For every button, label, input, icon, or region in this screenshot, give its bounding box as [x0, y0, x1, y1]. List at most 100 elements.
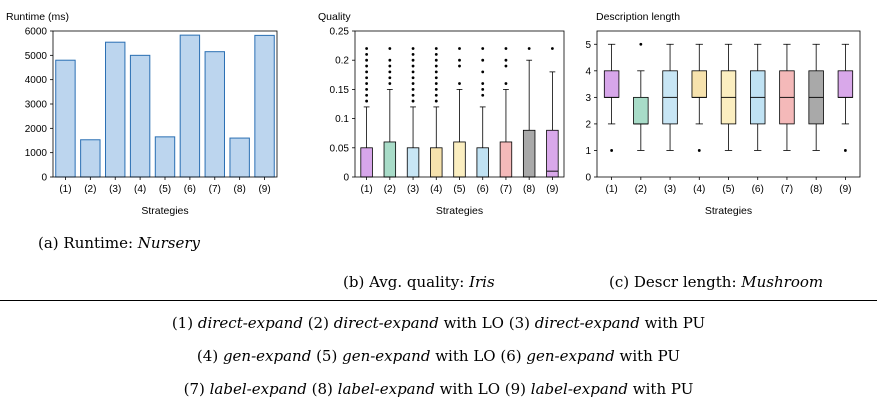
caption-c-label: (c) Descr length: [609, 273, 737, 291]
box-2 [633, 42, 649, 151]
outlier-point [527, 47, 531, 50]
box-6 [750, 43, 766, 151]
box-body [837, 70, 854, 98]
x-tick-label: (8) [523, 184, 535, 195]
outlier-point [458, 58, 461, 62]
outlier-point [434, 70, 438, 74]
legend-line-1: (1) direct-expand (2) direct-expand with… [0, 314, 877, 332]
outlier-point [388, 82, 392, 85]
caption-c: (c) Descr length: Mushroom [609, 273, 823, 291]
outlier-point [365, 70, 369, 74]
legend-text: with LO (6) [430, 347, 527, 365]
outlier-point [388, 64, 392, 68]
outlier-point [365, 52, 369, 56]
y-tick-label: 0 [41, 173, 47, 184]
legend-text: (8) [306, 380, 338, 398]
x-tick-label: (9) [258, 184, 270, 195]
x-tick-label: (4) [430, 184, 442, 195]
y-tick-label: 5 [585, 40, 591, 51]
legend-text: (5) [311, 347, 343, 365]
x-axis-label: Strategies [705, 205, 752, 217]
outlier-point [365, 88, 369, 91]
y-tick-label: 0.25 [330, 27, 350, 38]
legend-strategy-name: label-expand [337, 380, 435, 398]
box-body [691, 70, 707, 98]
x-tick-label: (3) [664, 184, 676, 195]
outlier-point [434, 58, 438, 62]
y-tick-label: 1000 [25, 148, 48, 159]
caption-a: (a) Runtime: Nursery [38, 234, 200, 252]
box-7 [779, 43, 795, 151]
legend-strategy-name: direct-expand [333, 314, 439, 332]
caption-b-label: (b) Avg. quality: [343, 273, 465, 291]
outlier-point [697, 149, 701, 152]
x-axis-label: Strategies [436, 205, 483, 217]
y-tick-label: 5000 [25, 51, 48, 62]
outlier-point [434, 93, 438, 97]
caption-b-dataset: Iris [469, 273, 495, 291]
outlier-point [411, 70, 415, 74]
outlier-point [610, 149, 614, 152]
outlier-point [411, 64, 415, 68]
x-tick-label: (5) [453, 184, 465, 195]
y-tick-label: 4 [585, 66, 591, 77]
outlier-point [411, 52, 415, 56]
outlier-point [365, 47, 369, 50]
legend-text: (1) [171, 314, 198, 332]
y-tick-label: 6000 [25, 27, 48, 38]
y-tick-label: 2 [585, 119, 591, 130]
caption-c-dataset: Mushroom [741, 273, 824, 291]
legend-text: with PU [639, 314, 706, 332]
outlier-point [411, 99, 415, 103]
x-tick-label: (6) [752, 184, 764, 195]
x-tick-label: (7) [500, 184, 512, 195]
x-tick-label: (2) [84, 184, 96, 195]
outlier-point [434, 88, 438, 91]
outlier-point [481, 58, 485, 62]
outlier-point [481, 82, 485, 85]
y-tick-label: 3 [585, 93, 591, 104]
legend-strategy-name: gen-expand [526, 347, 615, 365]
outlier-point [411, 76, 415, 80]
y-axis-label: Description length [596, 11, 680, 23]
x-tick-label: (9) [839, 184, 851, 195]
y-tick-label: 2000 [25, 124, 48, 135]
y-tick-label: 0.1 [335, 114, 349, 125]
box-1 [603, 43, 620, 152]
legend-strategy-name: label-expand [209, 380, 307, 398]
y-tick-label: 0 [585, 173, 591, 184]
outlier-point [481, 93, 485, 97]
caption-a-label: (a) Runtime: [38, 234, 134, 252]
outlier-point [388, 47, 392, 50]
divider-rule [0, 300, 877, 301]
outlier-point [365, 58, 369, 62]
box-5 [720, 43, 737, 151]
outlier-point [411, 58, 415, 62]
box-body [603, 70, 620, 98]
x-tick-label: (5) [722, 184, 734, 195]
y-axis-label: Runtime (ms) [6, 11, 69, 23]
y-tick-label: 0.2 [335, 56, 349, 67]
legend-text: (4) [196, 347, 223, 365]
outlier-point [481, 88, 485, 91]
outlier-point [434, 82, 438, 85]
caption-a-dataset: Nursery [137, 234, 200, 252]
x-tick-label: (1) [360, 184, 372, 195]
legend-line-2: (4) gen-expand (5) gen-expand with LO (6… [0, 347, 877, 365]
box-4 [430, 47, 443, 178]
runtime-bar-chart: Runtime (ms) 0 1000 2000 3000 4000 5000 6000 Str… [6, 11, 278, 217]
outlier-point [458, 64, 461, 68]
legend-strategy-name: label-expand [530, 380, 629, 398]
legend-strategy-name: direct-expand [534, 314, 640, 332]
outlier-point [388, 70, 392, 74]
outlier-point [639, 42, 643, 46]
outlier-point [481, 70, 485, 74]
outlier-point [434, 76, 438, 80]
legend-text: with LO (3) [438, 314, 535, 332]
legend-text: with PU [628, 380, 694, 398]
legend-strategy-name: direct-expand [197, 314, 303, 332]
box-8 [808, 43, 824, 151]
outlier-point [504, 64, 508, 68]
y-tick-label: 3000 [25, 100, 48, 111]
x-axis-label: Strategies [141, 205, 188, 217]
